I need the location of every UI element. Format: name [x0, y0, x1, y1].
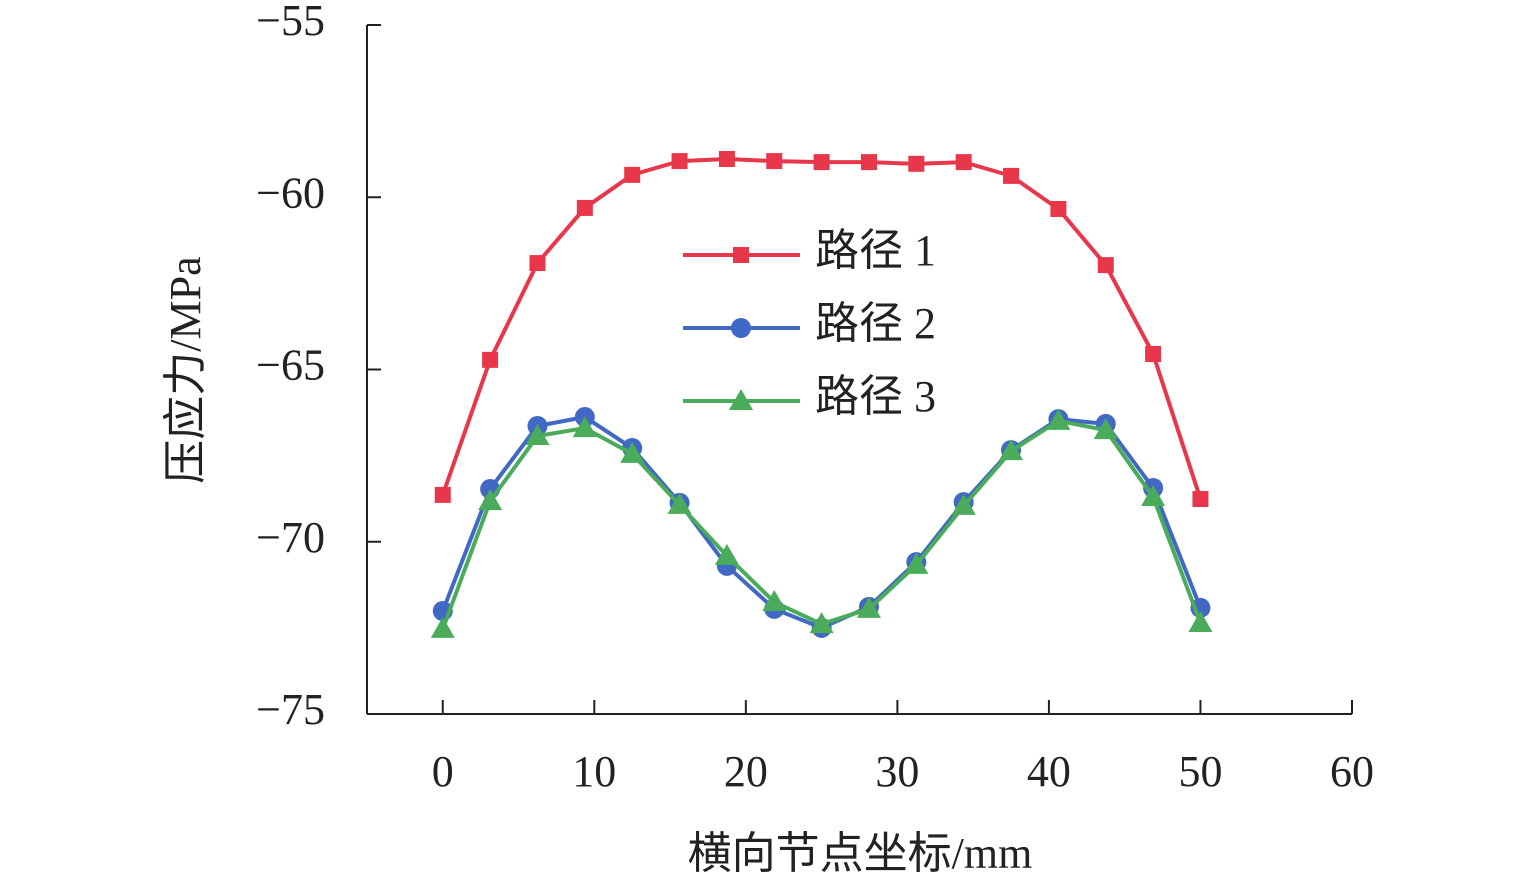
y-tick-label: −70 — [256, 513, 325, 562]
data-point — [1141, 484, 1166, 506]
data-point — [1145, 345, 1162, 362]
data-point — [1192, 491, 1209, 508]
data-point — [624, 166, 641, 183]
data-point — [999, 439, 1024, 461]
legend-marker — [733, 247, 749, 263]
y-tick-label: −55 — [256, 0, 325, 45]
data-point — [525, 423, 550, 445]
x-tick-label: 40 — [1027, 747, 1071, 796]
y-tick-label: −75 — [256, 685, 325, 734]
legend-label: 路径 2 — [815, 299, 936, 348]
y-tick-label: −65 — [256, 341, 325, 390]
data-point — [1003, 167, 1020, 184]
x-axis-label: 横向节点坐标/mm — [688, 829, 1033, 878]
data-point — [529, 255, 546, 272]
x-tick-label: 60 — [1330, 747, 1374, 796]
data-point — [572, 416, 597, 438]
data-point — [430, 616, 455, 638]
data-point — [718, 151, 735, 168]
data-point — [955, 154, 972, 171]
data-point — [813, 154, 830, 171]
series-line — [440, 414, 1203, 631]
data-point — [951, 493, 976, 515]
data-point — [860, 154, 877, 171]
series-line — [440, 418, 1203, 630]
x-tick-label: 30 — [875, 747, 919, 796]
data-point — [856, 596, 881, 618]
data-point — [1097, 257, 1114, 274]
x-tick-label: 20 — [724, 747, 768, 796]
data-point — [1093, 418, 1118, 440]
legend-marker — [729, 389, 753, 410]
data-point — [576, 199, 593, 216]
data-point — [762, 590, 787, 612]
data-point — [766, 153, 783, 170]
x-tick-label: 10 — [572, 747, 616, 796]
legend-label: 路径 3 — [815, 372, 936, 421]
data-point — [620, 441, 645, 463]
data-point — [908, 155, 925, 172]
legend-marker — [731, 318, 751, 338]
x-tick-label: 0 — [432, 747, 454, 796]
data-point — [714, 543, 739, 565]
data-point — [904, 552, 929, 574]
data-point — [671, 153, 688, 170]
y-tick-label: −60 — [256, 168, 325, 217]
data-point — [482, 351, 499, 368]
x-tick-label: 50 — [1178, 747, 1222, 796]
legend-label: 路径 1 — [815, 226, 936, 275]
data-point — [1050, 200, 1067, 217]
data-point — [667, 492, 692, 514]
data-point — [478, 489, 503, 511]
data-point — [1046, 408, 1071, 430]
data-point — [1188, 611, 1213, 633]
data-point — [809, 612, 834, 634]
y-axis-label: 压应力/MPa — [161, 256, 210, 483]
data-point — [434, 486, 451, 503]
